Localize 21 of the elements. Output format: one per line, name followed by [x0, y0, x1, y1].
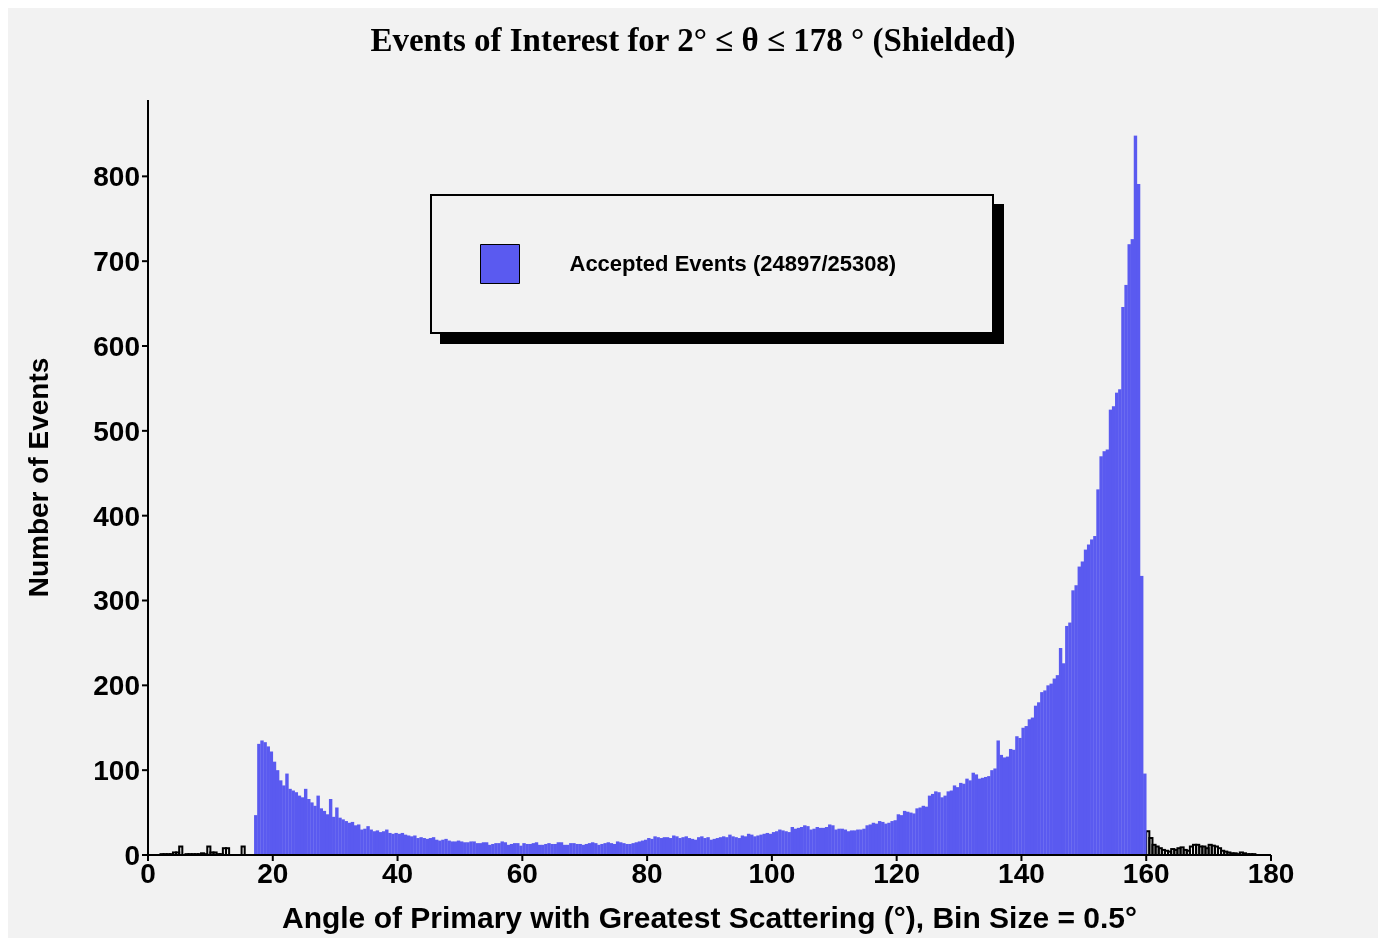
- y-tick-label: 600: [93, 330, 140, 362]
- x-tick-label: 120: [873, 857, 921, 889]
- x-tick-label: 100: [748, 857, 796, 889]
- chart-title: Events of Interest for 2° ≤ θ ≤ 178 ° (Shielded): [369, 22, 1017, 59]
- y-tick-label: 400: [93, 500, 140, 532]
- y-tick-label: 800: [93, 161, 140, 193]
- x-tick-label: 20: [257, 857, 289, 889]
- y-tick-label: 200: [93, 670, 140, 702]
- x-axis-title: Angle of Primary with Greatest Scattering (°), Bin Size = 0.5°: [281, 901, 1138, 934]
- x-tick-label: 80: [631, 857, 663, 889]
- x-tick-label: 160: [1122, 857, 1170, 889]
- x-tick-label: 60: [506, 857, 538, 889]
- x-tick-label: 140: [998, 857, 1045, 889]
- x-tick-label: 180: [1247, 857, 1295, 889]
- y-tick-label: 300: [93, 585, 140, 617]
- legend-label: Accepted Events (24897/25308): [569, 251, 897, 277]
- y-tick-label: 700: [93, 246, 140, 278]
- y-tick-label: 500: [93, 415, 140, 447]
- y-axis-title: Number of Events: [22, 357, 54, 598]
- x-tick-label: 40: [381, 857, 414, 889]
- y-tick-label: 100: [93, 755, 140, 787]
